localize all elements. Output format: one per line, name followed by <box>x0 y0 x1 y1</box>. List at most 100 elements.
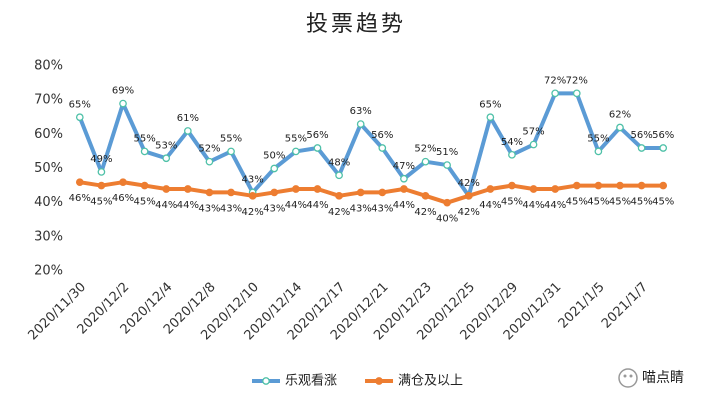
point <box>270 164 279 173</box>
data-label: 63% <box>350 106 372 117</box>
point <box>551 185 560 193</box>
point <box>335 191 343 200</box>
point <box>616 181 624 190</box>
point <box>227 188 235 197</box>
x-tick-label: 2021/1/5 <box>556 280 608 332</box>
data-label: 61% <box>177 113 199 124</box>
point <box>356 120 365 128</box>
x-tick-label: 2020/11/30 <box>26 280 90 344</box>
y-tick-label: 30% <box>34 229 63 244</box>
data-label: 49% <box>90 154 112 165</box>
point <box>335 171 343 180</box>
point <box>400 185 408 193</box>
point <box>270 188 279 197</box>
point <box>594 147 603 156</box>
data-label: 44% <box>479 200 501 211</box>
y-tick-label: 20% <box>34 264 63 279</box>
y-tick-label: 80% <box>34 59 63 74</box>
data-label: 42% <box>414 207 436 218</box>
legend-marker <box>375 377 383 385</box>
point <box>572 89 581 98</box>
point <box>421 191 430 200</box>
data-label: 72% <box>566 75 588 86</box>
legend-label: 满仓及以上 <box>398 374 463 389</box>
point <box>119 99 127 108</box>
data-label: 44% <box>393 200 415 211</box>
point <box>183 127 192 135</box>
chart-title: 投票趋势 <box>306 11 406 36</box>
point <box>97 168 106 176</box>
point <box>378 144 387 152</box>
watermark: 喵点睛 <box>642 370 684 386</box>
data-label: 65% <box>479 99 501 110</box>
data-label: 43% <box>263 203 285 214</box>
data-label: 44% <box>177 200 199 211</box>
point <box>205 188 214 197</box>
point <box>227 147 235 156</box>
point <box>183 185 192 193</box>
data-label: 43% <box>242 174 264 185</box>
point <box>659 144 668 152</box>
series-line <box>79 180 664 205</box>
data-label: 45% <box>587 197 609 208</box>
point <box>486 113 495 122</box>
y-tick-label: 40% <box>34 195 63 210</box>
data-label: 56% <box>371 130 393 141</box>
point <box>529 140 538 149</box>
data-label: 54% <box>501 137 523 148</box>
data-label: 55% <box>220 133 242 144</box>
data-label: 44% <box>306 200 328 211</box>
data-label: 72% <box>544 75 566 86</box>
watermark-icon <box>618 368 638 388</box>
point <box>551 89 560 98</box>
point <box>616 123 624 132</box>
data-label: 42% <box>458 207 480 218</box>
point <box>486 185 495 193</box>
point <box>572 181 581 190</box>
point <box>313 185 322 193</box>
data-label: 62% <box>609 110 631 121</box>
data-label: 42% <box>242 207 264 218</box>
point <box>637 181 646 190</box>
point <box>140 147 149 156</box>
data-label: 52% <box>414 144 436 155</box>
data-label: 55% <box>587 133 609 144</box>
point <box>508 150 516 159</box>
point <box>356 188 365 197</box>
point <box>205 157 214 166</box>
point <box>75 178 84 187</box>
data-label: 69% <box>112 86 134 97</box>
series-line <box>77 91 664 198</box>
point <box>292 147 300 156</box>
data-label: 45% <box>652 197 674 208</box>
data-label: 52% <box>198 144 220 155</box>
point <box>162 154 171 163</box>
data-label: 40% <box>436 214 458 225</box>
legend-marker <box>262 377 270 385</box>
point <box>637 144 646 152</box>
data-label: 56% <box>306 130 328 141</box>
data-label: 57% <box>522 127 544 138</box>
y-tick-label: 60% <box>34 127 63 142</box>
data-label: 45% <box>90 197 112 208</box>
y-tick-label: 70% <box>34 93 63 108</box>
point <box>248 191 257 200</box>
point <box>162 185 171 193</box>
data-label: 46% <box>112 193 134 204</box>
data-label: 56% <box>630 130 652 141</box>
point <box>400 174 408 183</box>
point <box>75 113 84 122</box>
legend-label: 乐观看涨 <box>285 373 337 389</box>
point <box>421 157 430 166</box>
data-label: 56% <box>652 130 674 141</box>
data-label: 46% <box>69 193 91 204</box>
point <box>443 161 451 169</box>
data-label: 65% <box>69 99 91 110</box>
data-label: 45% <box>501 197 523 208</box>
data-label: 45% <box>609 197 631 208</box>
data-label: 42% <box>458 178 480 189</box>
point <box>508 181 516 190</box>
data-label: 55% <box>134 133 156 144</box>
point <box>659 181 668 190</box>
